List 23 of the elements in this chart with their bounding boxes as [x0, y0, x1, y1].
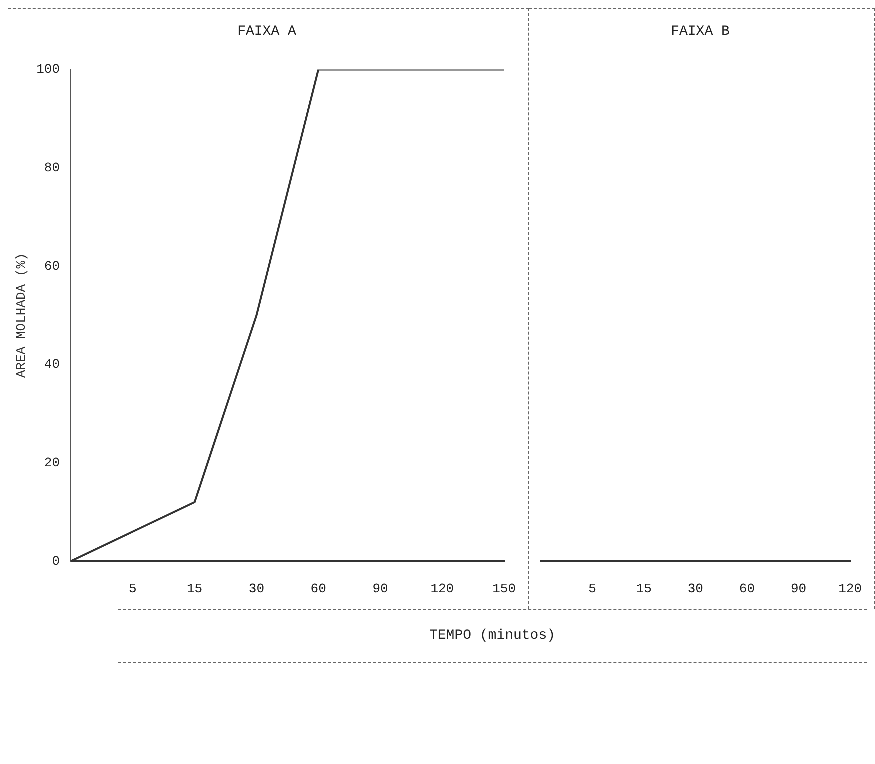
x-tick-label: 90 [790, 582, 807, 597]
x-tick-label: 15 [186, 582, 203, 597]
y-tick-label: 100 [36, 62, 60, 78]
x-tick-label: 150 [492, 582, 516, 597]
x-tick-label: 15 [636, 582, 652, 597]
chart-title: FAIXA B [671, 24, 730, 40]
x-tick-label: 5 [128, 582, 137, 597]
y-tick-label: 60 [44, 258, 60, 274]
x-tick-label: 5 [588, 582, 596, 597]
chart-title: FAIXA A [238, 24, 297, 40]
x-axis-title: TEMPO (minutos) [118, 609, 867, 663]
x-tick-label: 120 [838, 582, 862, 597]
y-tick-label: 40 [44, 357, 60, 372]
x-tick-label: 60 [739, 582, 756, 597]
x-tick-label: 30 [248, 582, 265, 597]
x-tick-label: 120 [430, 582, 454, 597]
x-tick-label: 60 [310, 582, 326, 597]
y-axis-title: AREA MOLHADA (%) [14, 253, 30, 378]
y-tick-label: 80 [44, 160, 60, 176]
y-tick-label: 0 [52, 554, 60, 569]
y-tick-label: 20 [44, 456, 60, 471]
x-tick-label: 30 [688, 582, 704, 597]
x-tick-label: 90 [372, 582, 388, 597]
